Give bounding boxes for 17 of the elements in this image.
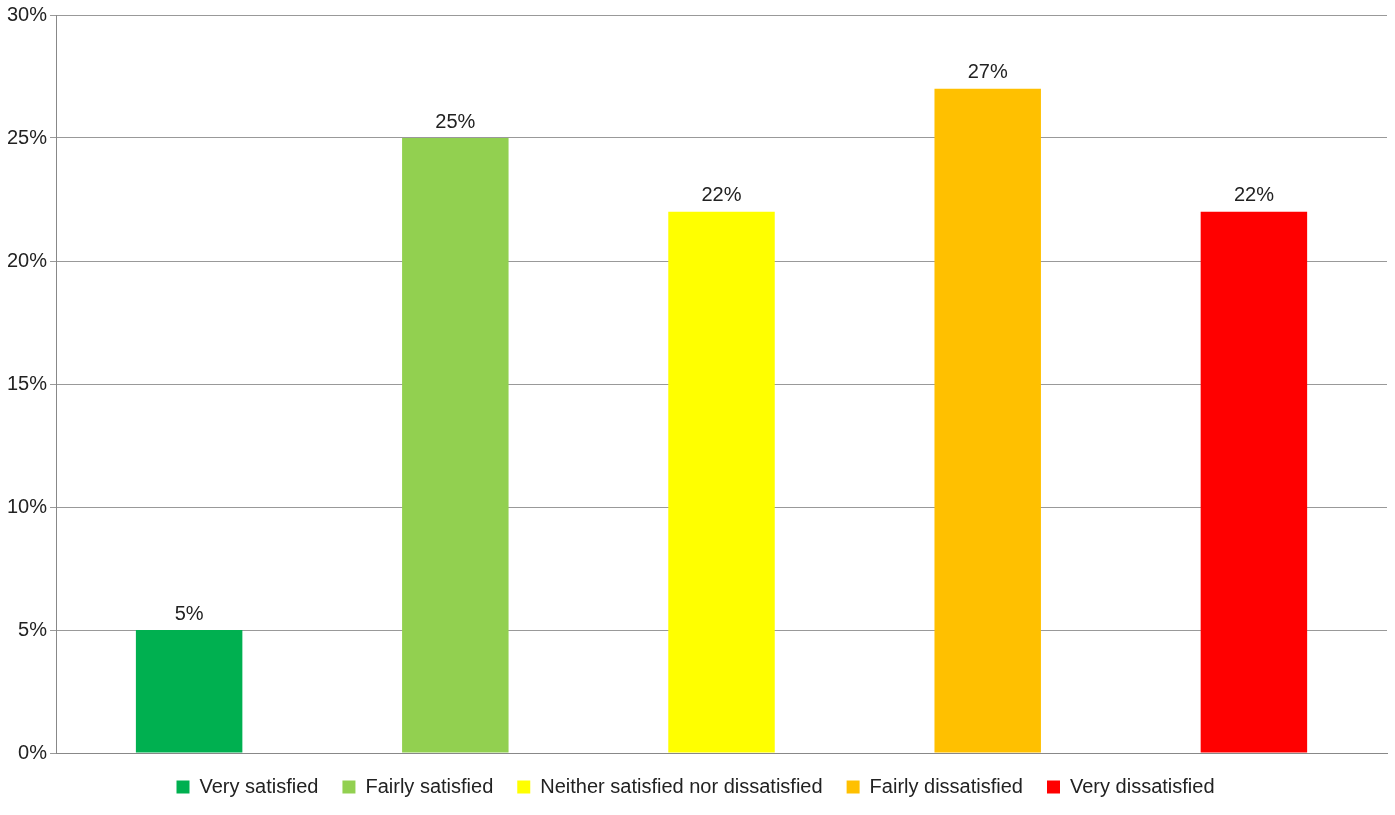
y-tick-label: 10% xyxy=(7,494,48,517)
data-label: 5% xyxy=(174,601,204,624)
y-tick-label: 5% xyxy=(18,617,48,640)
y-tick-label: 15% xyxy=(7,371,48,394)
data-label: 25% xyxy=(435,109,476,132)
legend-label: Very satisfied xyxy=(199,774,319,797)
y-tick-label: 25% xyxy=(7,125,48,148)
legend-label: Fairly satisfied xyxy=(365,774,494,797)
y-tick-label: 30% xyxy=(7,2,48,25)
y-tick-label: 20% xyxy=(7,248,48,271)
data-label: 22% xyxy=(701,183,742,206)
data-label: 22% xyxy=(1233,183,1275,206)
data-label: 27% xyxy=(967,60,1008,83)
legend-label: Fairly dissatisfied xyxy=(869,774,1023,797)
legend-label: Very dissatisfied xyxy=(1069,774,1215,797)
legend-label: Neither satisfied nor dissatisfied xyxy=(540,774,823,797)
y-tick-label: 0% xyxy=(18,740,48,763)
